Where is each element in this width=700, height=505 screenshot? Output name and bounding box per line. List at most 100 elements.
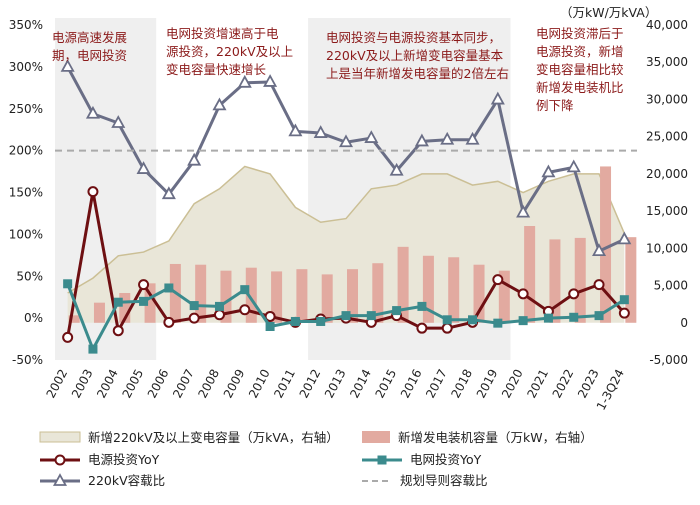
legend-swatch-generation-capacity: [362, 431, 390, 443]
point-capacity-load-ratio-2011: [288, 123, 303, 137]
left-tick-label: 0%: [24, 311, 43, 325]
annotation-2-line: 源投资，220kV及以上: [166, 44, 293, 59]
point-power-investment-yoy-2004: [112, 325, 124, 337]
left-tick-label: 350%: [9, 18, 43, 32]
bar-generation-capacity-2008: [220, 270, 232, 323]
annotation-4-line: 变电容量相比较: [536, 62, 624, 77]
x-tick-label: 2018: [448, 367, 475, 401]
point-power-investment-yoy-2023: [593, 279, 605, 291]
x-tick-label: 2012: [297, 367, 324, 401]
annotation-4-line: 例下降: [536, 98, 574, 113]
point-power-investment-yoy-2005: [138, 279, 150, 291]
bar-generation-capacity-2014: [372, 263, 384, 323]
left-tick-label: 200%: [9, 144, 43, 158]
left-tick-label: -50%: [12, 353, 43, 367]
point-grid-investment-yoy-2019: [493, 318, 503, 328]
legend-swatch-transformer-capacity: [39, 431, 81, 443]
bar-generation-capacity-2004: [119, 293, 131, 323]
bar-generation-capacity-2009: [245, 267, 257, 323]
point-capacity-load-ratio-2015: [389, 162, 404, 176]
point-grid-investment-yoy-2002: [63, 279, 73, 289]
point-capacity-load-ratio-2018: [465, 131, 480, 145]
x-tick-label: 2023: [575, 367, 602, 401]
bar-generation-capacity-2021: [549, 239, 561, 323]
right-tick-label: 10,000: [646, 241, 688, 255]
right-tick-label: 25,000: [646, 130, 688, 144]
annotation-2-line: 电网投资增速高于电: [166, 26, 279, 41]
bar-generation-capacity-2022: [574, 237, 586, 323]
point-power-investment-yoy-2007: [188, 312, 200, 324]
point-capacity-load-ratio-1-3Q24: [617, 231, 632, 245]
x-tick-label: 2003: [69, 367, 96, 401]
point-grid-investment-yoy-2013: [341, 311, 351, 321]
legend-label-capacity-load-ratio: 220kV容载比: [88, 473, 165, 488]
annotation-4-line: 电源投资，新增: [536, 44, 624, 59]
x-tick-label: 2016: [398, 367, 425, 401]
point-grid-investment-yoy-2016: [417, 301, 427, 311]
point-grid-investment-yoy-2022: [569, 312, 579, 322]
point-capacity-load-ratio-2016: [414, 133, 429, 147]
left-tick-label: 150%: [9, 186, 43, 200]
point-grid-investment-yoy-2007: [189, 301, 199, 311]
bar-generation-capacity-2020: [524, 226, 536, 323]
x-tick-label: 2006: [145, 367, 172, 401]
x-tick-label: 2005: [120, 367, 147, 401]
point-power-investment-yoy-1-3Q24: [618, 307, 630, 319]
point-capacity-load-ratio-2008: [212, 97, 227, 111]
left-tick-label: 100%: [9, 227, 43, 241]
left-tick-label: 50%: [16, 269, 43, 283]
point-capacity-load-ratio-2022: [566, 159, 581, 173]
point-capacity-load-ratio-2012: [313, 125, 328, 138]
right-tick-label: 35,000: [646, 55, 688, 69]
point-grid-investment-yoy-2017: [442, 315, 452, 325]
bar-generation-capacity-2007: [195, 264, 207, 323]
annotation-3-line: 220kV及以上新增变电容量基本: [326, 48, 504, 63]
right-tick-label: 5,000: [654, 279, 688, 293]
left-tick-label: 250%: [9, 102, 43, 116]
legend-label-transformer-capacity: 新增220kV及以上变电容量（万kVA，右轴）: [88, 430, 339, 445]
point-capacity-load-ratio-2004: [111, 115, 126, 128]
annotation-4-line: 新增发电装机比: [536, 80, 624, 95]
left-tick-label: 300%: [9, 60, 43, 74]
right-tick-label: 30,000: [646, 92, 688, 106]
point-grid-investment-yoy-2005: [139, 296, 149, 306]
point-capacity-load-ratio-2014: [364, 130, 379, 143]
point-power-investment-yoy-2017: [441, 322, 453, 334]
point-power-investment-yoy-2016: [416, 322, 428, 334]
point-grid-investment-yoy-2012: [316, 316, 326, 326]
x-tick-label: 2014: [347, 367, 374, 401]
point-grid-investment-yoy-2014: [366, 311, 376, 321]
x-tick-label: 2021: [524, 367, 551, 401]
annotation-1-line: 期，电网投资: [52, 48, 127, 63]
x-tick-label: 2020: [499, 367, 526, 401]
point-grid-investment-yoy-2008: [214, 301, 224, 311]
point-grid-investment-yoy-1-3Q24: [619, 295, 629, 305]
legend-label-grid-investment-yoy: 电网投资YoY: [410, 452, 482, 467]
legend-marker-power-investment-yoy: [54, 454, 66, 466]
point-power-investment-yoy-2002: [62, 331, 74, 343]
annotation-2-line: 变电容量快速增长: [166, 62, 267, 77]
x-tick-label: 2004: [94, 367, 121, 401]
bar-generation-capacity-2010: [271, 271, 283, 323]
bar-generation-capacity-2019: [498, 270, 510, 323]
point-power-investment-yoy-2010: [264, 310, 276, 322]
annotation-3-line: 电网投资与电源投资基本同步，: [326, 30, 501, 45]
legend-marker-capacity-load-ratio: [52, 473, 68, 486]
annotation-3-line: 上是当年新增发电容量的2倍左右: [326, 66, 509, 81]
point-grid-investment-yoy-2009: [240, 285, 250, 295]
legend-label-power-investment-yoy: 电源投资YoY: [88, 452, 160, 467]
right-tick-label: 15,000: [646, 204, 688, 218]
point-power-investment-yoy-2009: [239, 304, 251, 316]
point-power-investment-yoy-2003: [87, 186, 99, 198]
point-grid-investment-yoy-2020: [518, 316, 528, 326]
point-grid-investment-yoy-2004: [113, 297, 123, 307]
x-tick-label: 2010: [246, 367, 273, 401]
right-axis-unit: （万kW/万kVA）: [560, 5, 657, 20]
x-tick-label: 2011: [271, 367, 298, 401]
bar-generation-capacity-2005: [144, 283, 156, 323]
bar-generation-capacity-2013: [347, 269, 358, 323]
point-capacity-load-ratio-2023: [592, 243, 607, 257]
x-tick-label: 2007: [170, 367, 197, 401]
